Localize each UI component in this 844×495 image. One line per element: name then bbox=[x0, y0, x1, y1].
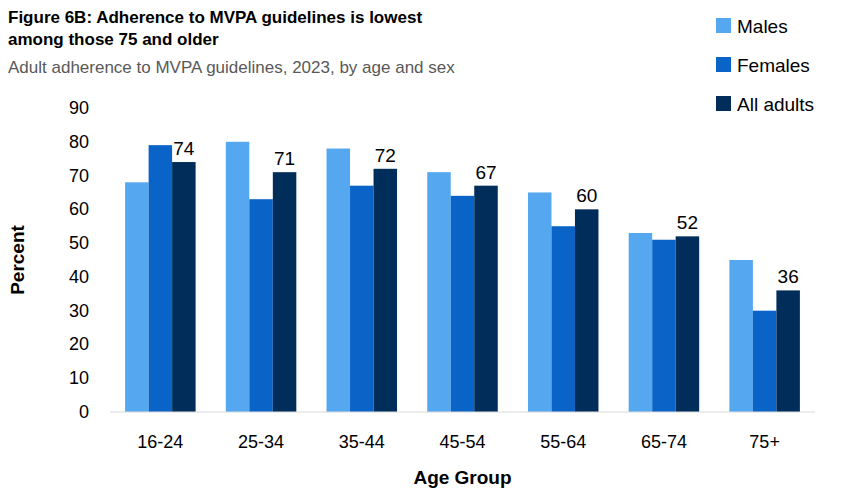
legend-label: All adults bbox=[737, 94, 814, 115]
y-tick bbox=[106, 209, 110, 210]
chart: Figure 6B: Adherence to MVPA guidelines … bbox=[0, 0, 844, 495]
y-tick-label: 10 bbox=[69, 368, 89, 388]
legend-label: Males bbox=[737, 16, 788, 37]
bar bbox=[474, 186, 498, 412]
bar bbox=[629, 233, 653, 412]
data-label: 36 bbox=[778, 266, 799, 287]
subtitle: Adult adherence to MVPA guidelines, 2023… bbox=[8, 58, 455, 77]
legend-swatch bbox=[716, 57, 731, 72]
y-tick bbox=[106, 175, 110, 176]
bar bbox=[226, 142, 250, 412]
x-axis bbox=[110, 412, 815, 413]
legend-swatch bbox=[716, 96, 731, 111]
y-tick bbox=[106, 108, 110, 109]
y-tick-label: 90 bbox=[69, 98, 89, 118]
legend-swatch bbox=[716, 18, 731, 33]
y-tick bbox=[106, 310, 110, 311]
bar bbox=[374, 169, 398, 412]
y-tick bbox=[106, 243, 110, 244]
bar bbox=[575, 209, 599, 412]
bar bbox=[652, 240, 676, 412]
bar bbox=[350, 186, 374, 412]
bar bbox=[676, 236, 700, 412]
y-tick bbox=[106, 378, 110, 379]
bar bbox=[172, 162, 196, 412]
x-tick-label: 35-44 bbox=[339, 432, 385, 452]
data-label: 60 bbox=[576, 185, 597, 206]
x-tick-label: 55-64 bbox=[540, 432, 586, 452]
y-tick-label: 0 bbox=[79, 402, 89, 422]
x-tick-label: 45-54 bbox=[439, 432, 485, 452]
x-tick-label: 25-34 bbox=[238, 432, 284, 452]
legend-label: Females bbox=[737, 55, 810, 76]
y-tick bbox=[106, 141, 110, 142]
data-label: 71 bbox=[274, 148, 295, 169]
y-tick-label: 30 bbox=[69, 301, 89, 321]
x-tick-label: 65-74 bbox=[641, 432, 687, 452]
bar bbox=[327, 149, 351, 412]
x-axis-label: Age Group bbox=[413, 467, 511, 488]
bar bbox=[451, 196, 475, 412]
bar bbox=[273, 172, 297, 412]
y-axis-label: Percent bbox=[7, 224, 28, 294]
y-tick-label: 70 bbox=[69, 166, 89, 186]
bar bbox=[776, 290, 800, 412]
y-tick-label: 50 bbox=[69, 233, 89, 253]
y-tick-label: 20 bbox=[69, 334, 89, 354]
bars bbox=[125, 142, 800, 412]
data-label: 67 bbox=[475, 162, 496, 183]
y-tick-label: 60 bbox=[69, 199, 89, 219]
data-label: 72 bbox=[375, 145, 396, 166]
y-tick-label: 80 bbox=[69, 132, 89, 152]
data-label: 52 bbox=[677, 212, 698, 233]
y-tick bbox=[106, 412, 110, 413]
x-tick-label: 75+ bbox=[749, 432, 780, 452]
bar bbox=[125, 182, 149, 412]
bar bbox=[528, 192, 552, 412]
y-tick bbox=[106, 276, 110, 277]
title: Figure 6B: Adherence to MVPA guidelines … bbox=[8, 8, 422, 49]
bar bbox=[149, 145, 173, 412]
x-tick-label: 16-24 bbox=[137, 432, 183, 452]
bar bbox=[729, 260, 753, 412]
bar bbox=[753, 311, 777, 412]
y-tick bbox=[106, 344, 110, 345]
bar bbox=[427, 172, 451, 412]
data-label: 74 bbox=[173, 138, 195, 159]
y-tick-label: 40 bbox=[69, 267, 89, 287]
bar bbox=[249, 199, 272, 412]
bar bbox=[551, 226, 575, 412]
